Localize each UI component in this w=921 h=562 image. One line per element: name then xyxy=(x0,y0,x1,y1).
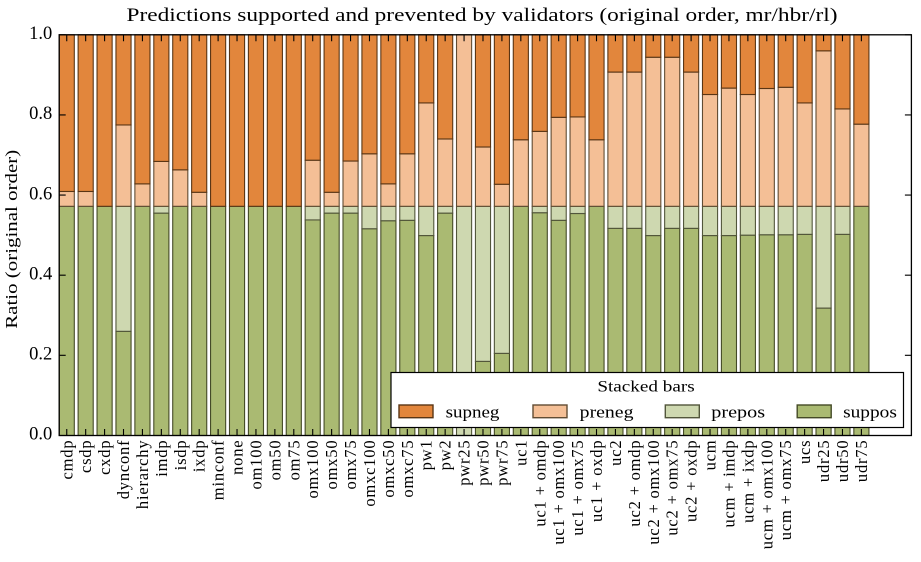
svg-text:omx100: omx100 xyxy=(303,440,322,499)
svg-text:Predictions supported and prev: Predictions supported and prevented by v… xyxy=(127,6,838,26)
svg-text:suppos: suppos xyxy=(843,402,897,421)
svg-text:supneg: supneg xyxy=(446,402,500,421)
svg-text:pwr50: pwr50 xyxy=(473,440,492,486)
svg-text:omxc75: omxc75 xyxy=(398,440,417,498)
svg-text:pw1: pw1 xyxy=(417,440,436,471)
svg-text:hierarchy: hierarchy xyxy=(133,440,152,510)
svg-text:omx75: omx75 xyxy=(341,440,360,490)
svg-text:pwr75: pwr75 xyxy=(492,440,511,486)
svg-text:isdp: isdp xyxy=(171,440,190,471)
svg-text:0.0: 0.0 xyxy=(29,425,52,445)
svg-text:uc2 + omx100: uc2 + omx100 xyxy=(644,440,663,545)
svg-text:ucm + ixdp: ucm + ixdp xyxy=(738,440,757,523)
svg-text:om75: om75 xyxy=(284,440,303,481)
svg-text:uc1 + omx75: uc1 + omx75 xyxy=(568,440,587,536)
svg-text:ucm + omx75: ucm + omx75 xyxy=(776,440,795,541)
svg-text:omx50: omx50 xyxy=(322,440,341,490)
svg-text:dynconf: dynconf xyxy=(114,440,133,500)
svg-text:ucm + omx100: ucm + omx100 xyxy=(757,440,776,550)
svg-text:0.2: 0.2 xyxy=(29,345,52,365)
svg-text:om50: om50 xyxy=(265,440,284,481)
svg-text:uc2: uc2 xyxy=(606,440,625,466)
svg-text:minconf: minconf xyxy=(209,440,228,501)
svg-text:1.0: 1.0 xyxy=(29,24,52,44)
svg-text:udr25: udr25 xyxy=(814,440,833,483)
svg-text:0.6: 0.6 xyxy=(29,184,52,204)
svg-text:uc1: uc1 xyxy=(511,440,530,466)
svg-text:uc1 + omdp: uc1 + omdp xyxy=(530,440,549,527)
svg-text:om100: om100 xyxy=(246,440,265,490)
svg-text:none: none xyxy=(228,440,247,475)
svg-text:omxc100: omxc100 xyxy=(360,440,379,507)
svg-text:0.4: 0.4 xyxy=(29,264,52,284)
svg-text:ucm + imdp: ucm + imdp xyxy=(719,440,738,528)
svg-text:omxc50: omxc50 xyxy=(379,440,398,498)
svg-text:udr50: udr50 xyxy=(833,440,852,483)
svg-text:uc2 + oxdp: uc2 + oxdp xyxy=(682,440,701,522)
svg-text:pwr25: pwr25 xyxy=(455,440,474,486)
svg-text:0.8: 0.8 xyxy=(29,104,52,124)
svg-text:prepos: prepos xyxy=(711,402,765,421)
svg-text:uc1 + oxdp: uc1 + oxdp xyxy=(587,440,606,522)
svg-text:imdp: imdp xyxy=(152,440,171,477)
svg-text:uc2 + omdp: uc2 + omdp xyxy=(625,440,644,527)
svg-text:Stacked bars: Stacked bars xyxy=(597,376,694,395)
svg-text:preneg: preneg xyxy=(580,402,634,421)
svg-text:ixdp: ixdp xyxy=(190,440,209,473)
svg-text:udr75: udr75 xyxy=(852,440,871,483)
svg-text:ucm: ucm xyxy=(701,440,720,471)
svg-text:uc1 + omx100: uc1 + omx100 xyxy=(549,440,568,545)
svg-text:Ratio (original order): Ratio (original order) xyxy=(2,150,21,329)
svg-text:cxdp: cxdp xyxy=(95,440,114,475)
svg-text:csdp: csdp xyxy=(76,440,95,473)
svg-text:uc2 + omx75: uc2 + omx75 xyxy=(663,440,682,536)
svg-text:cmdp: cmdp xyxy=(57,440,76,480)
svg-text:ucs: ucs xyxy=(795,440,814,464)
svg-text:pw2: pw2 xyxy=(436,440,455,471)
